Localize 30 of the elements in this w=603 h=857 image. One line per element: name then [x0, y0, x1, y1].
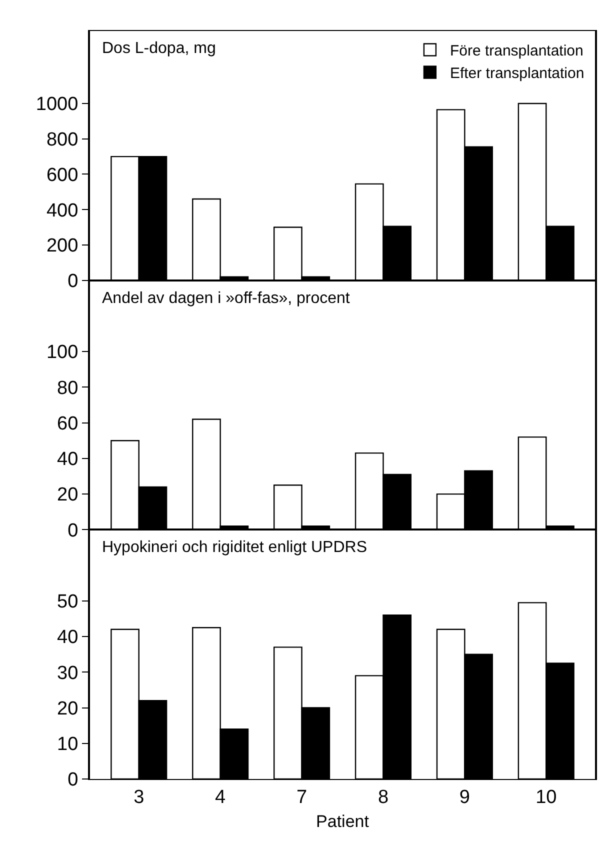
x-tick-label: 8 — [378, 786, 389, 808]
text: Hypokineri och rigiditet enligt UPDRS — [102, 539, 367, 556]
x-tick-label: 7 — [296, 786, 308, 808]
y-tick-label: 40 — [57, 627, 78, 648]
legend-label: Före transplantation — [450, 42, 584, 60]
y-tick-label: 800 — [46, 130, 78, 151]
y-tick-label: 50 — [57, 592, 78, 613]
text: Andel av dagen i »off-fas», procent — [102, 290, 350, 307]
x-tick-label: 4 — [215, 786, 226, 808]
y-tick-label: 1000 — [36, 94, 78, 116]
y-tick-label: 10 — [57, 734, 78, 756]
y-tick-label: 100 — [46, 342, 78, 364]
y-tick-label: 0 — [68, 520, 78, 542]
y-tick-label: 20 — [57, 698, 78, 720]
y-tick-label: 400 — [46, 200, 78, 222]
x-tick-label: 9 — [459, 786, 470, 808]
y-tick-label: 0 — [68, 770, 78, 791]
y-tick-label: 80 — [57, 378, 78, 399]
x-tick-label: 3 — [134, 786, 144, 808]
y-tick-label: 600 — [46, 164, 78, 186]
y-tick-label: 60 — [57, 413, 78, 434]
y-tick-label: 30 — [57, 662, 78, 684]
legend-label: Efter transplantation — [450, 65, 584, 82]
x-axis-title: Patient — [316, 812, 370, 832]
x-tick-label: 10 — [536, 786, 557, 808]
text: Dos L-dopa, mg — [102, 40, 216, 57]
y-tick-label: 20 — [57, 484, 78, 506]
y-tick-label: 40 — [57, 449, 78, 470]
y-tick-label: 0 — [68, 270, 78, 292]
y-tick-label: 200 — [46, 236, 78, 257]
